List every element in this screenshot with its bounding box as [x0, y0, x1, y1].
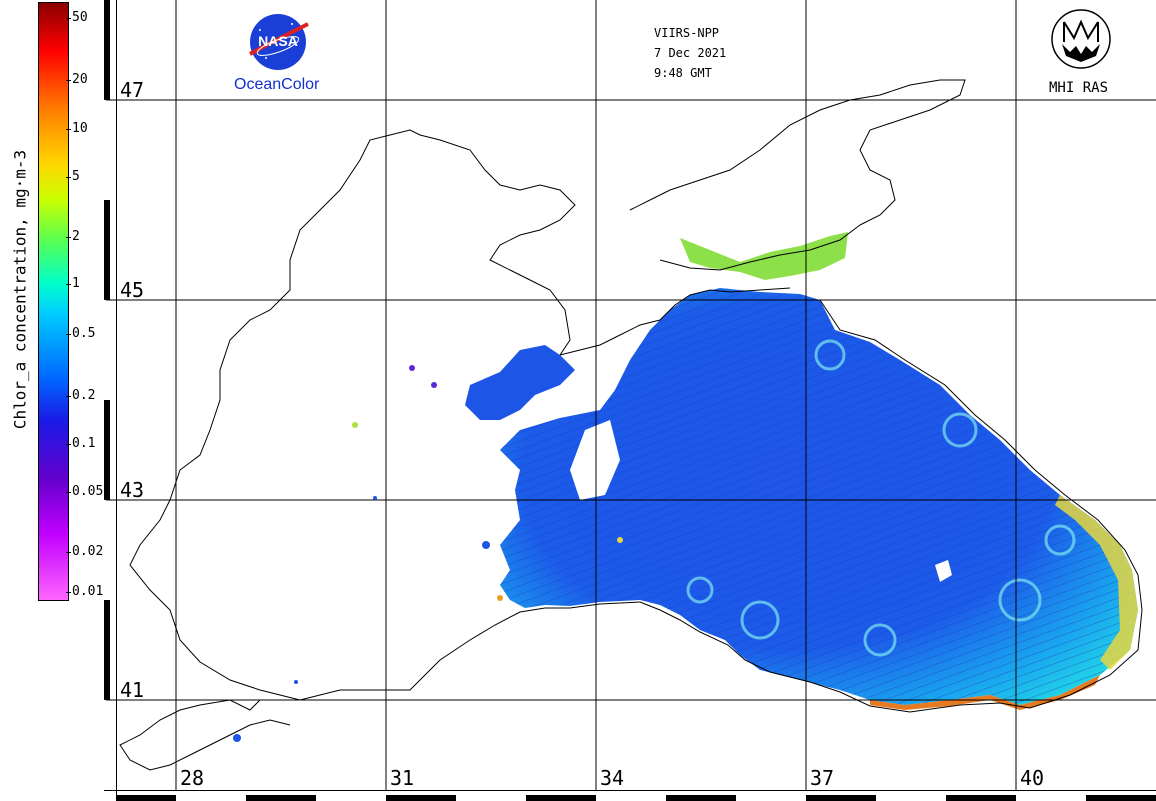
longitude-scale: [104, 790, 1156, 801]
date-label: 7 Dec 2021: [654, 46, 727, 60]
colorbar-tick: 50: [66, 10, 88, 25]
lat-label: 41: [120, 678, 145, 702]
colorbar-tick: 0.2: [65, 388, 96, 403]
colorbar-tick: 1: [66, 276, 80, 291]
latitude-scale: [104, 0, 117, 800]
lat-label: 47: [120, 78, 145, 102]
graticule: [106, 0, 1156, 790]
eddies: [686, 339, 1076, 657]
colorbar: Chlor_a concentration, mg·m-3 50 20 10 5…: [0, 0, 106, 610]
colorbar-gradient: [38, 2, 69, 601]
scan-lines: [500, 288, 1138, 705]
satellite-label: VIIRS-NPP: [654, 26, 720, 40]
lat-label: 45: [120, 278, 145, 302]
lon-label: 34: [600, 766, 625, 790]
colorbar-tick: 0.02: [65, 544, 104, 559]
mhi-logo: [1051, 9, 1111, 69]
oceancolor-label: OceanColor: [234, 76, 320, 93]
mhi-label: MHI RAS: [1049, 80, 1109, 96]
lon-label: 37: [810, 766, 835, 790]
coastline: [119, 79, 1143, 771]
nasa-logo: NASA: [249, 14, 309, 70]
chlorophyll-patch-azov: [680, 232, 848, 280]
bloom-dots: [233, 365, 623, 742]
lon-label: 31: [390, 766, 415, 790]
colorbar-tick: 20: [66, 72, 88, 87]
nasa-wordmark: NASA: [258, 33, 298, 49]
colorbar-tick: 0.5: [65, 326, 96, 341]
colorbar-tick: 5: [66, 169, 80, 184]
colorbar-tick: 10: [66, 121, 88, 136]
colorbar-tick: 0.1: [65, 436, 96, 451]
chlorophyll-patch-west: [465, 345, 575, 420]
lat-label: 43: [120, 478, 145, 502]
colorbar-tick: 2: [66, 229, 80, 244]
colorbar-tick: 0.01: [65, 584, 104, 599]
lon-label: 28: [180, 766, 205, 790]
lon-label: 40: [1020, 766, 1045, 790]
time-label: 9:48 GMT: [654, 66, 712, 80]
colorbar-tick: 0.05: [65, 484, 104, 499]
